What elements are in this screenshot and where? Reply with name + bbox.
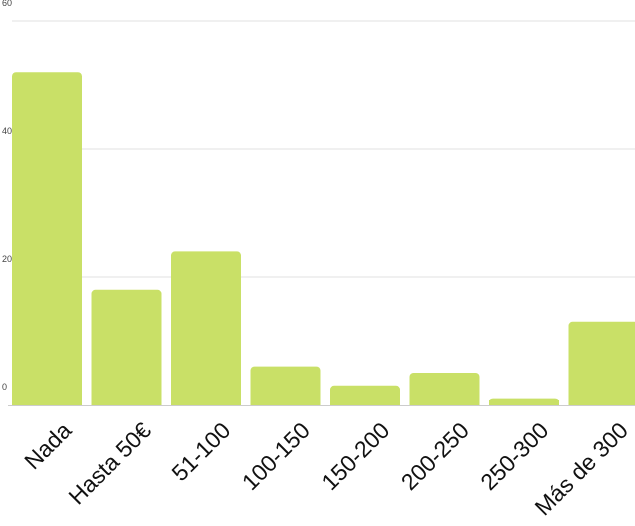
bar-base xyxy=(91,400,162,405)
bar-base xyxy=(489,400,559,405)
bar-base xyxy=(330,400,400,405)
bar-base xyxy=(409,400,480,405)
bar xyxy=(409,373,480,405)
y-tick-label: 40 xyxy=(2,126,12,136)
bar xyxy=(250,366,321,405)
bar-base xyxy=(250,400,321,405)
x-tick-label: Hasta 50€ xyxy=(63,417,156,510)
bar xyxy=(91,289,162,405)
bar xyxy=(12,72,82,405)
x-tick-label: 200-250 xyxy=(396,417,474,495)
x-tick-label: Nada xyxy=(19,417,76,474)
bar-base xyxy=(568,400,635,405)
x-tick-label: 150-200 xyxy=(316,417,394,495)
y-tick-label: 20 xyxy=(2,254,12,264)
x-tick-label: 100-150 xyxy=(237,417,315,495)
bar xyxy=(568,321,635,405)
y-tick-label: 60 xyxy=(2,0,12,8)
bar-base xyxy=(12,400,82,405)
x-tick-label: 51-100 xyxy=(166,417,235,486)
y-tick-label: 0 xyxy=(2,382,7,392)
bar-base xyxy=(171,400,241,405)
x-tick-label: 250-300 xyxy=(475,417,553,495)
bar xyxy=(171,251,241,405)
